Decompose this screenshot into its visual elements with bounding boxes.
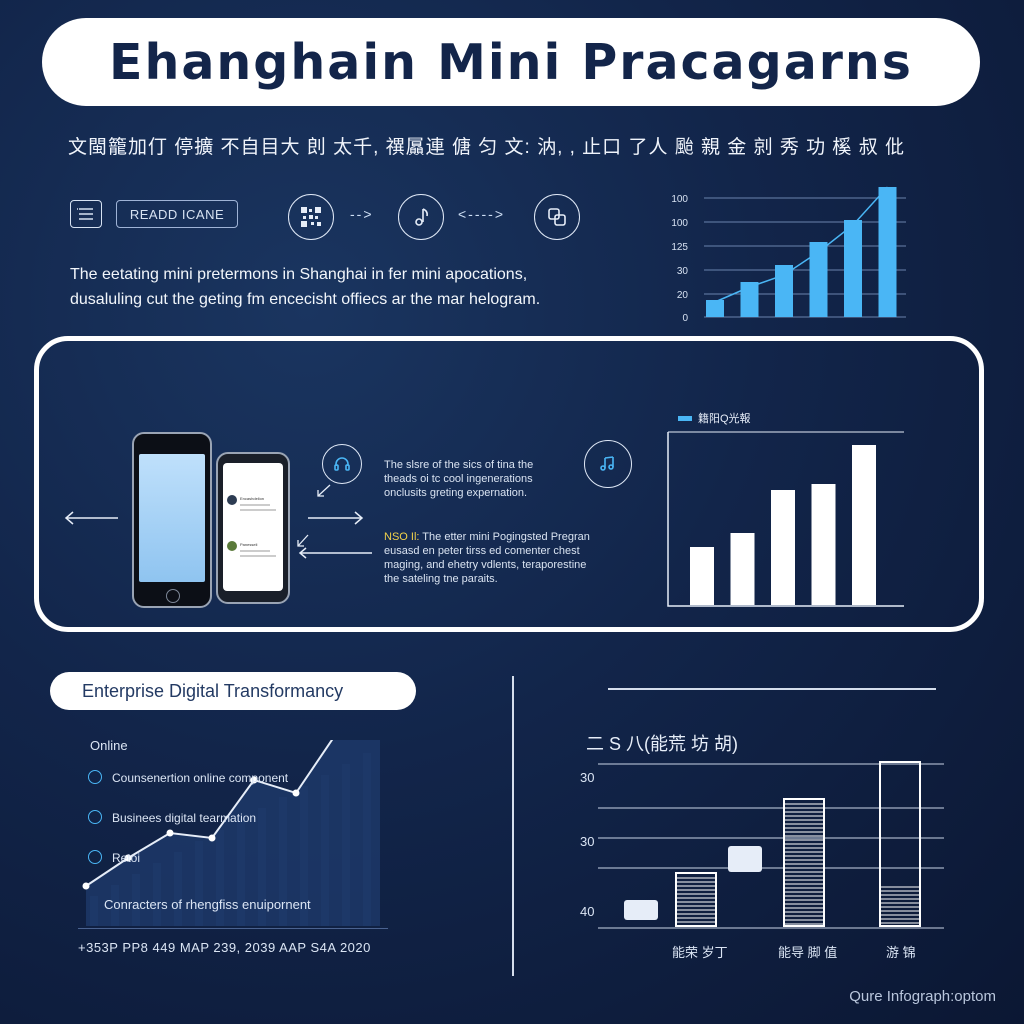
music-note-icon[interactable] — [398, 194, 444, 240]
data-point — [82, 882, 90, 890]
mid-chart-legend: 籍阳Q光報 — [678, 410, 751, 426]
phone-home-button — [166, 589, 180, 603]
title-banner: Ehanghain Mini Pracagarns — [42, 18, 980, 106]
legend-bullet-icon — [88, 810, 102, 824]
bar — [775, 265, 793, 317]
y-tick-label: 40 — [580, 904, 595, 919]
legend-item: Retoi — [112, 851, 141, 865]
legend-label: 籍阳Q光報 — [698, 413, 751, 425]
bar — [811, 484, 836, 605]
phone-small: Encashdelion Panesseli — [216, 452, 290, 604]
bar — [809, 242, 828, 317]
category-label: 游 锦 — [886, 945, 916, 960]
category-label: 能导 脚 值 — [778, 945, 838, 960]
list-item-title: Panesseli — [240, 542, 258, 547]
data-point — [250, 776, 258, 784]
description-line: dusaluling cut the geting fm encecisht o… — [70, 291, 541, 308]
middle-panel — [34, 336, 984, 632]
y-tick-label: 125 — [671, 242, 688, 253]
bar — [740, 282, 759, 317]
page-title: Ehanghain Mini Pracagarns — [109, 33, 913, 91]
text-line: The slsre of the sics of tina the — [384, 459, 534, 471]
text-line: theads oi tc cool ingenerations — [384, 473, 533, 485]
description-line: The eetating mini pretermons in Shanghai… — [70, 266, 528, 283]
header-rule — [608, 688, 936, 690]
data-point — [292, 789, 300, 797]
qr-code-icon[interactable] — [288, 194, 334, 240]
y-tick-label: 20 — [677, 290, 689, 301]
bar — [690, 547, 714, 605]
bar — [771, 490, 795, 605]
bar — [844, 220, 862, 317]
connector-arrow — [296, 534, 310, 553]
enterprise-label: Enterprise Digital Transformancy — [50, 672, 416, 710]
highlight-label: NSO Il: — [384, 531, 420, 543]
y-tick-label: 30 — [677, 266, 689, 277]
text-line: onclusits greting expernation. — [384, 487, 528, 499]
bidirectional-arrow: <----> — [458, 206, 505, 222]
right-arrow-icon — [306, 510, 364, 531]
data-point — [208, 834, 216, 842]
subtitle: 文閩籠加仃 停擴 不自目大 剆 太千, 禩屭連 傏 匀 文: 汭, , 止口 了… — [68, 137, 905, 158]
phone-list-item: Encashdelion — [227, 495, 279, 525]
bottom-bar-chart — [598, 761, 944, 929]
footer-credit: Qure Infograph:optom — [849, 988, 996, 1005]
mid-text-block-1: The slsre of the sics of tina the theads… — [384, 458, 533, 500]
phone-large — [132, 432, 212, 608]
bar — [879, 761, 921, 927]
online-label: Online — [90, 738, 128, 753]
text-line: the sateling tne paraits. — [384, 573, 498, 585]
legend-item: Businees digital tearmation — [112, 811, 257, 825]
mid-bar-chart — [667, 431, 904, 607]
left-arrow-icon — [64, 510, 120, 531]
text-line: maging, and ehetry vdlents, teraporestin… — [384, 559, 587, 571]
y-tick-label: 0 — [682, 313, 688, 324]
legend-bullet-icon — [88, 770, 102, 784]
category-label: 能荣 岁丁 — [672, 945, 728, 960]
list-item-title: Encashdelion — [240, 496, 265, 501]
bar — [706, 300, 724, 317]
left-arrow-icon — [298, 546, 374, 565]
phone-screen — [139, 454, 205, 582]
double-square-icon[interactable] — [534, 194, 580, 240]
bar — [624, 900, 658, 920]
phone-list-item: Panesseli — [227, 541, 279, 571]
legend-swatch — [678, 415, 692, 421]
intro-description: The eetating mini pretermons in Shanghai… — [70, 262, 540, 312]
y-tick-label: 30 — [580, 834, 595, 849]
y-tick-label: 30 — [580, 770, 595, 785]
y-tick-label: 100 — [671, 194, 688, 205]
x-axis-labels: +353P PP8 449 MAP 239, 2039 AAP S4A 2020 — [78, 940, 371, 955]
legend-item: Conracters of rhengfiss enuipornent — [104, 897, 311, 912]
legend-bullet-icon — [88, 850, 102, 864]
headphones-icon[interactable] — [322, 444, 362, 484]
avatar — [227, 541, 237, 551]
x-axis-line — [78, 928, 388, 929]
bar — [783, 798, 825, 927]
legend-item: Counsenertion online component — [112, 771, 289, 785]
phone-screen: Encashdelion Panesseli — [223, 463, 283, 591]
mid-text-block-2: NSO Il: The etter mini Pogingsted Pregra… — [384, 530, 590, 586]
bar — [878, 187, 897, 317]
read-button[interactable]: READD ICANE — [116, 200, 238, 228]
data-point — [166, 829, 174, 837]
bar — [852, 445, 876, 605]
text-line: eusasd en peter tirss ed comenter chest — [384, 545, 580, 557]
bar — [728, 846, 762, 872]
bar — [675, 872, 717, 927]
menu-icon[interactable] — [70, 200, 102, 228]
text-line: The etter mini Pogingsted Pregran — [419, 531, 590, 543]
line-area-chart — [82, 740, 380, 926]
section-divider — [512, 676, 514, 976]
y-tick-label: 100 — [671, 218, 688, 229]
flow-arrow: --> — [350, 206, 374, 222]
bar — [730, 533, 755, 605]
data-point — [124, 854, 132, 862]
top-bar-chart: 100 100 125 30 20 0 — [671, 186, 906, 324]
music-note-icon[interactable] — [584, 440, 632, 488]
bottom-chart-title: 二 S 八(能荒 坊 胡) — [586, 734, 738, 754]
avatar — [227, 495, 237, 505]
connector-arrow — [316, 484, 332, 503]
